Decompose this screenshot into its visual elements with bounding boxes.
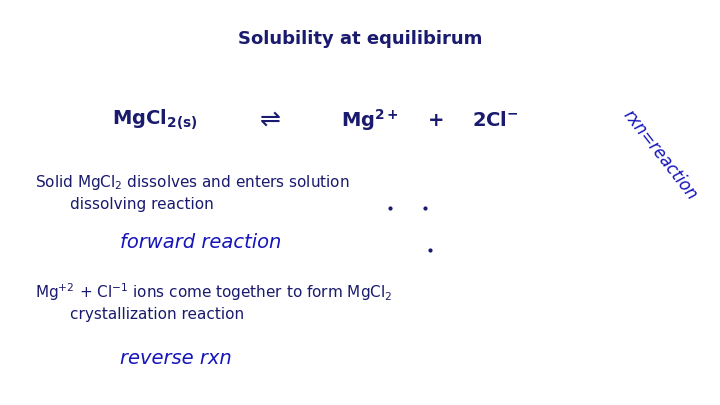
Text: Solubility at equilibirum: Solubility at equilibirum: [238, 30, 482, 48]
Text: crystallization reaction: crystallization reaction: [70, 307, 244, 322]
Text: $\mathbf{MgCl_{2(s)}}$: $\mathbf{MgCl_{2(s)}}$: [112, 108, 198, 132]
Text: $\rightleftharpoons$: $\rightleftharpoons$: [255, 108, 282, 132]
Text: forward reaction: forward reaction: [120, 232, 282, 252]
Text: dissolving reaction: dissolving reaction: [70, 198, 214, 213]
Text: Solid MgCl$_2$ dissolves and enters solution: Solid MgCl$_2$ dissolves and enters solu…: [35, 173, 350, 192]
Text: $\mathbf{Mg^{2+}}$: $\mathbf{Mg^{2+}}$: [341, 107, 399, 133]
Text: Mg$^{+2}$ + Cl$^{-1}$ ions come together to form MgCl$_2$: Mg$^{+2}$ + Cl$^{-1}$ ions come together…: [35, 281, 392, 303]
Text: rxn=reaction: rxn=reaction: [619, 107, 701, 204]
Text: reverse rxn: reverse rxn: [120, 348, 232, 367]
Text: $\mathbf{2Cl^{-}}$: $\mathbf{2Cl^{-}}$: [472, 111, 518, 130]
Text: $\mathbf{+}$: $\mathbf{+}$: [427, 111, 444, 130]
